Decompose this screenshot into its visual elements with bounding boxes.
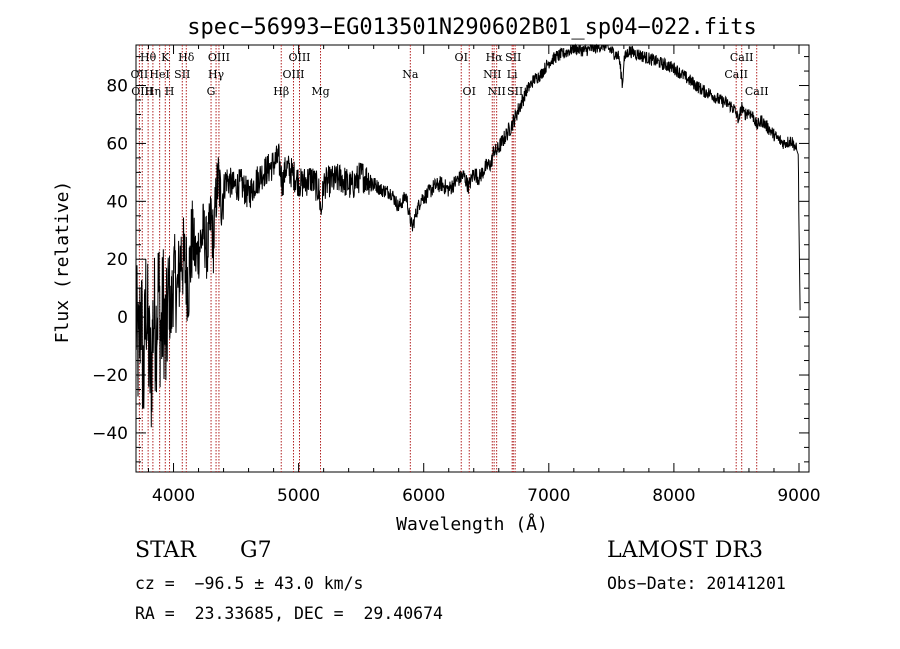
spectral-line-label: SII (174, 68, 190, 81)
y-axis-label: Flux (relative) (52, 181, 73, 344)
spectral-line-label: G (207, 85, 216, 98)
spectral-line-label: H (165, 85, 175, 98)
spectral-line-label: Hγ (208, 68, 225, 81)
survey-name: LAMOST DR3 (607, 538, 763, 563)
y-axis-ticks: −40 −20 0 20 40 60 80 (92, 56, 809, 463)
spectral-line-label: Hθ (140, 51, 157, 64)
spectral-line-label: Mg (311, 85, 329, 98)
spectral-line-label: OIII (282, 68, 304, 81)
spectral-line-label: Hη (145, 85, 161, 98)
chart-title: spec−56993−EG013501N290602B01_sp04−022.f… (187, 15, 757, 40)
spectral-line-label: Hδ (178, 51, 195, 64)
spectral-line-label: OI (455, 51, 468, 64)
object-class: STAR (135, 538, 196, 563)
x-tick-label: 4000 (152, 486, 195, 506)
x-axis-ticks: 4000 5000 6000 7000 8000 9000 (148, 45, 821, 506)
spectral-line-label: Na (402, 68, 419, 81)
spectral-line-label: CaII (724, 68, 748, 81)
spectral-line-label: NII (483, 68, 501, 81)
spectral-line-label: CaII (730, 51, 754, 64)
spectral-line-label: SII (507, 85, 523, 98)
x-tick-label: 5000 (277, 486, 320, 506)
redshift-readout: cz = −96.5 ± 43.0 km/s (135, 574, 364, 593)
object-subclass: G7 (240, 538, 272, 563)
spectral-line-label: Hα (486, 51, 504, 64)
spectral-line-label: NII (487, 85, 505, 98)
x-axis-label: Wavelength (Å) (396, 513, 548, 535)
y-tick-label: 60 (106, 134, 128, 154)
y-tick-label: 80 (106, 77, 128, 97)
spectral-line-label: OIII (288, 51, 310, 64)
spectral-line-markers (138, 45, 758, 472)
observation-date: Obs−Date: 20141201 (607, 574, 786, 593)
spectral-line-label: Li (507, 68, 518, 81)
spectral-line-label: OII (131, 68, 149, 81)
flux-series-line (135, 43, 801, 428)
spectral-line-label: K (161, 51, 170, 64)
x-tick-label: 6000 (402, 486, 445, 506)
spectral-line-labels: OII OIII Hθ Hη HeI K H SII Hδ G Hγ OIII Hβ OIII OIII Mg… (131, 51, 769, 98)
y-tick-label: 0 (117, 308, 128, 328)
spectral-line-label: Hβ (273, 85, 289, 98)
x-tick-label: 8000 (652, 486, 695, 506)
spectral-line-label: SII (505, 51, 521, 64)
plot-frame (135, 44, 810, 473)
y-tick-label: −40 (92, 424, 128, 444)
y-tick-label: 40 (106, 192, 128, 212)
y-tick-label: −20 (92, 366, 128, 386)
spectral-line-label: OIII (208, 51, 230, 64)
coordinates-readout: RA = 23.33685, DEC = 29.40674 (135, 604, 443, 623)
y-tick-label: 20 (106, 250, 128, 270)
spectral-line-label: OIII (131, 85, 153, 98)
x-tick-label: 7000 (527, 486, 570, 506)
spectral-line-label: CaII (745, 85, 769, 98)
spectral-line-label: HeI (149, 68, 169, 81)
x-tick-label: 9000 (777, 486, 820, 506)
spectral-line-label: OI (463, 85, 476, 98)
